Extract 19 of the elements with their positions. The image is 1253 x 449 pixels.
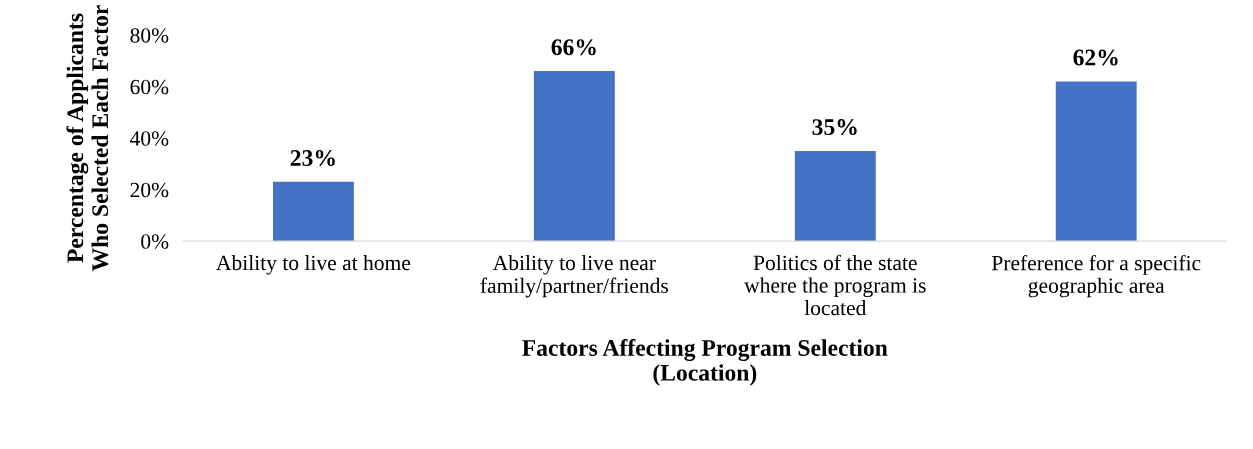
y-axis-title: Percentage of Applicants Who Selected Each Factor bbox=[66, 5, 109, 272]
data-label: 66% bbox=[551, 39, 596, 56]
y-tick-label: 40% bbox=[130, 131, 169, 146]
x-tick-label: Ability to live near family/partner/friends bbox=[480, 255, 669, 298]
bar bbox=[794, 150, 876, 242]
x-tick-label: Politics of the state where the program is located bbox=[744, 254, 926, 316]
y-tick-label: 60% bbox=[130, 79, 169, 95]
x-tick-label: Preference for a specific geographic area bbox=[991, 255, 1201, 298]
x-axis-title: Factors Affecting Program Selection (Location) bbox=[522, 339, 888, 386]
bar bbox=[272, 181, 354, 242]
data-label: 35% bbox=[812, 119, 857, 136]
y-tick-label: 20% bbox=[130, 182, 169, 198]
bar bbox=[533, 71, 615, 242]
bar bbox=[1055, 81, 1137, 242]
y-tick-label: 80% bbox=[130, 28, 169, 43]
data-label: 23% bbox=[290, 150, 335, 167]
data-label: 62% bbox=[1073, 49, 1118, 66]
y-tick-label: 0% bbox=[141, 234, 169, 249]
x-tick-label: Ability to live at home bbox=[216, 255, 411, 275]
